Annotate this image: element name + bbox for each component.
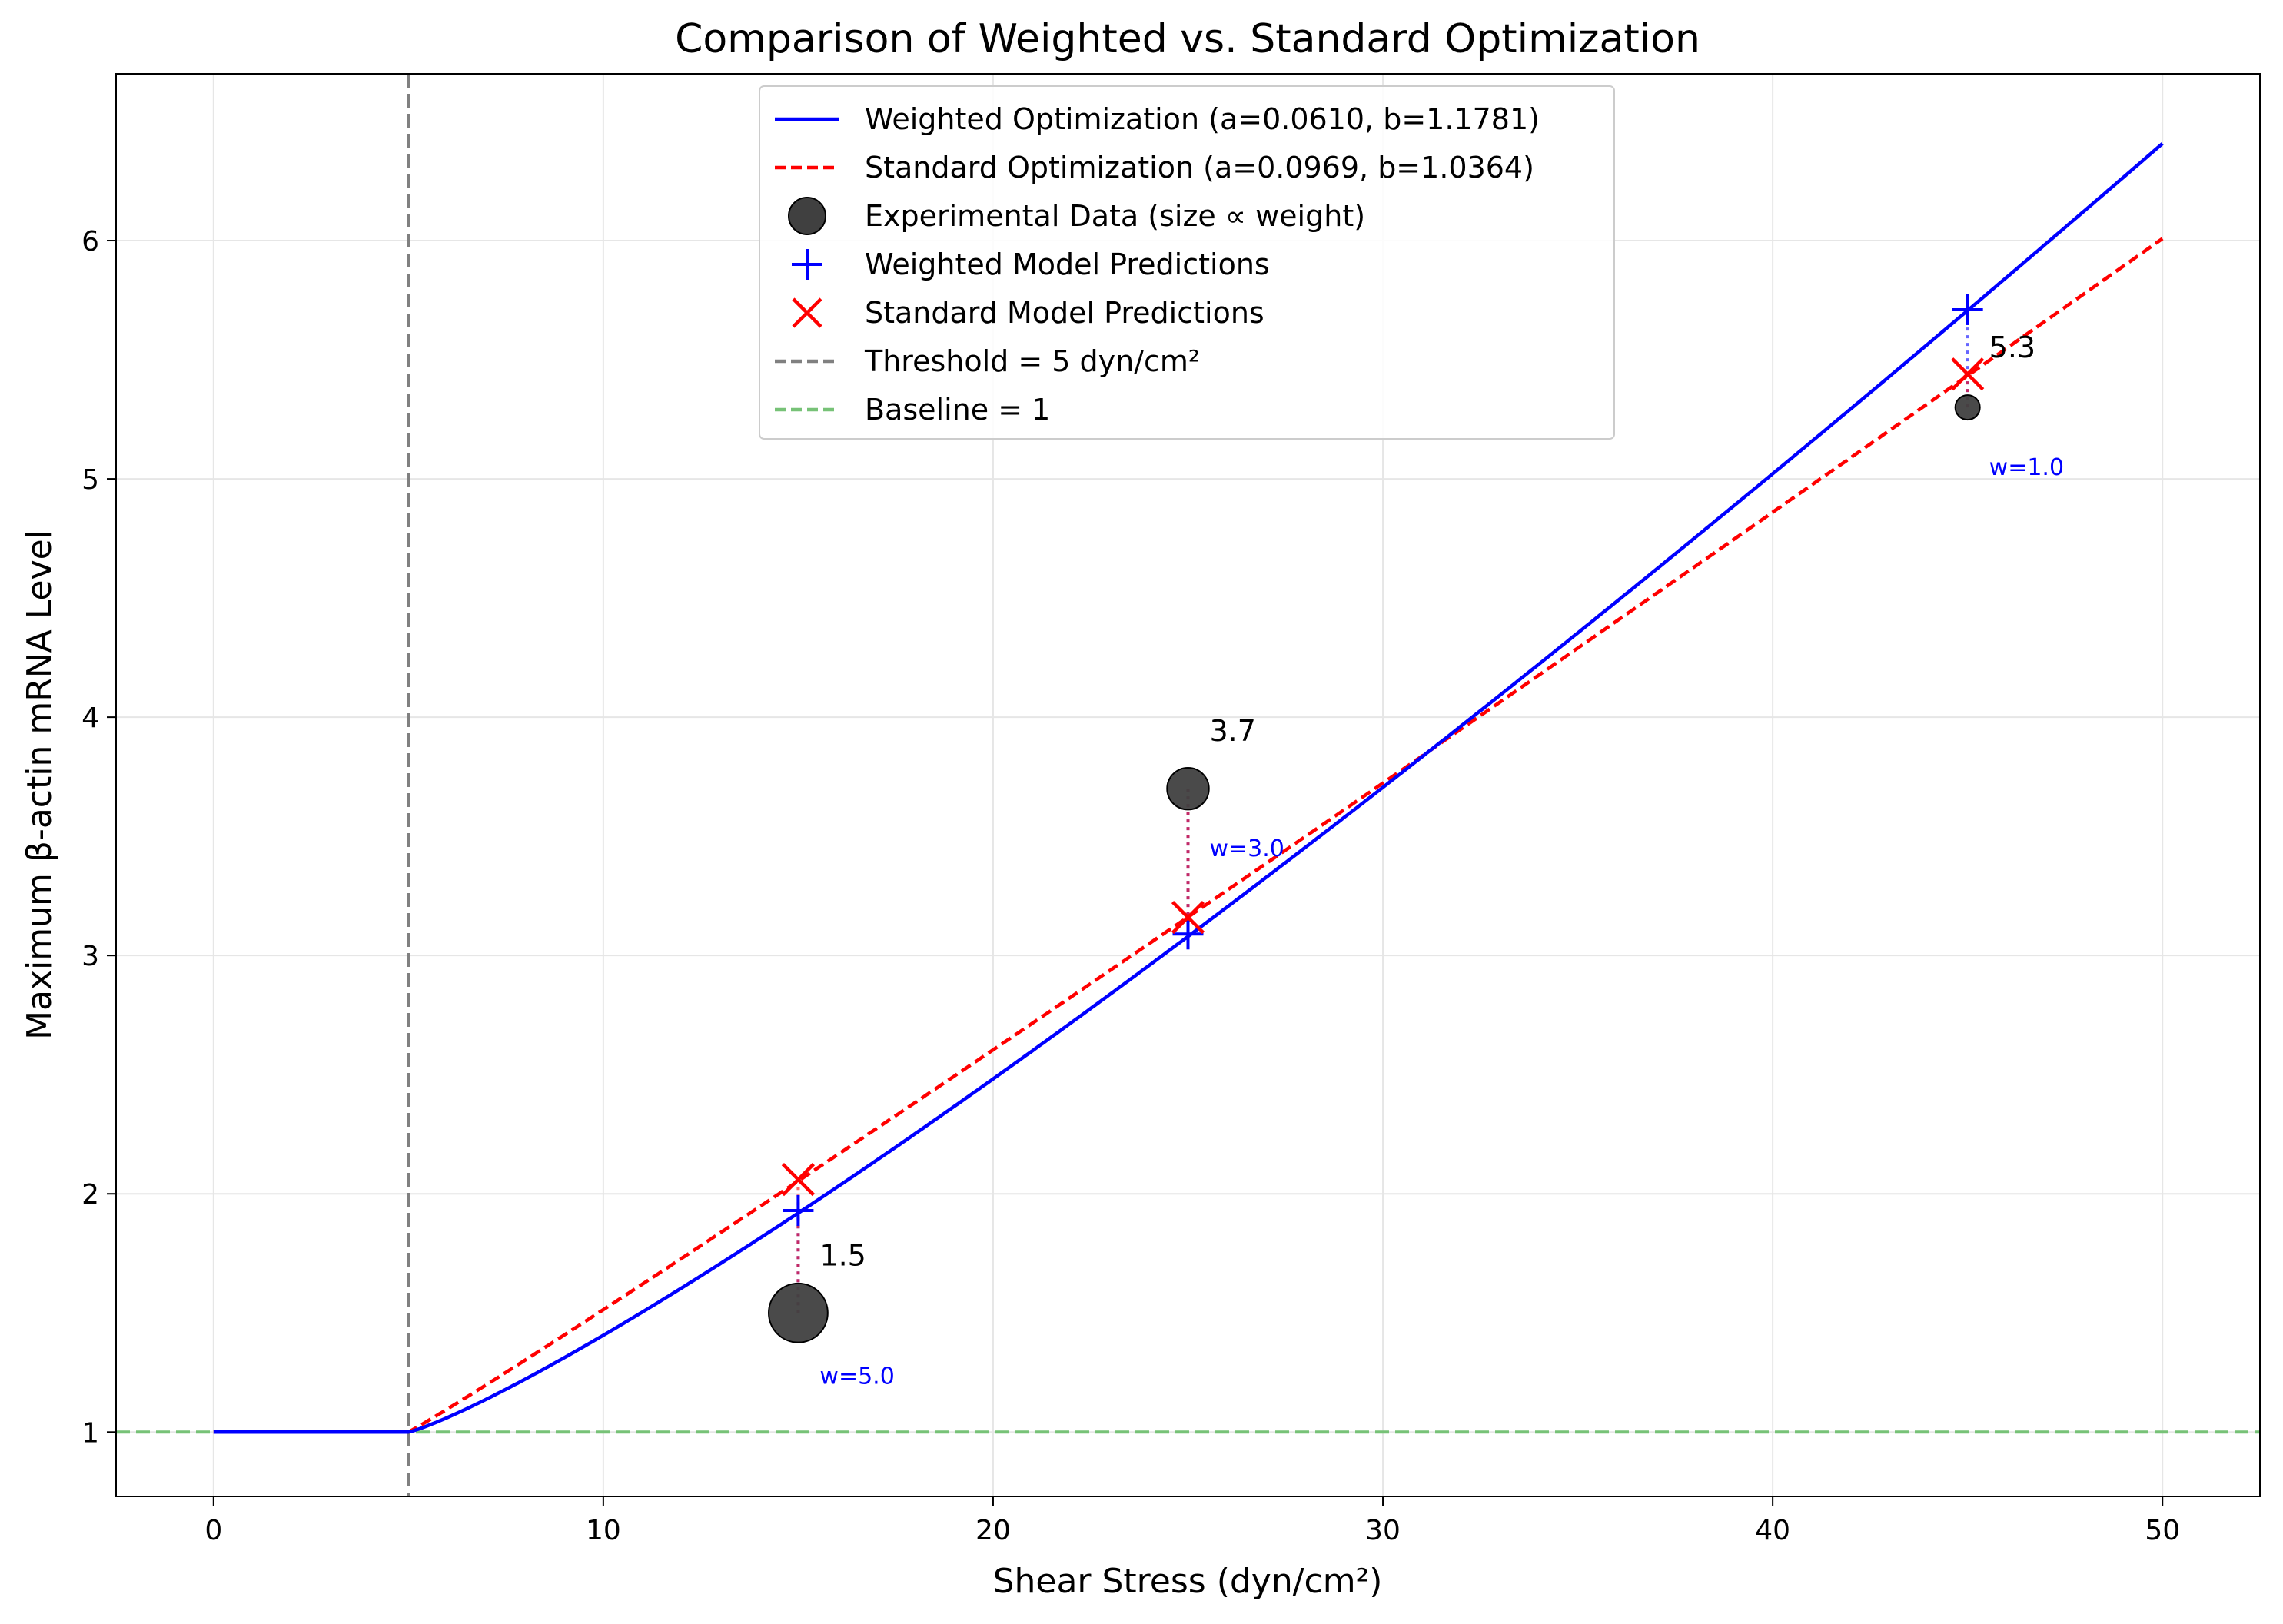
data-points: [768, 294, 1985, 1343]
weight-label: w=3.0: [1210, 835, 1284, 862]
weighted-prediction-marker: [783, 1194, 814, 1226]
x-axis-ticks: 0 10 20 30 40 50: [204, 1496, 2180, 1546]
x-marker-stroke: [792, 297, 822, 328]
legend-entry-label: Experimental Data (size ∝ weight): [865, 199, 1365, 233]
x-tick-label: 40: [1755, 1515, 1790, 1546]
x-marker-stroke: [781, 1163, 816, 1197]
chart-title: Comparison of Weighted vs. Standard Opti…: [675, 16, 1700, 62]
x-tick-label: 20: [975, 1515, 1011, 1546]
y-tick-label: 6: [81, 226, 99, 257]
y-tick-label: 2: [81, 1179, 99, 1211]
standard-prediction-marker: [781, 1163, 816, 1197]
weighted-prediction-marker: [1172, 918, 1204, 950]
x-marker-stroke: [1951, 357, 1985, 391]
standard-prediction-marker: [1171, 900, 1205, 935]
legend-swatch: [792, 297, 822, 328]
plot-frame: [115, 73, 2261, 1497]
standard-optimization-curve: [213, 237, 2164, 1434]
y-tick-label: 3: [81, 941, 99, 972]
weight-label: w=5.0: [819, 1363, 894, 1390]
weight-label: w=1.0: [1989, 454, 2064, 481]
legend-swatch: [792, 249, 822, 280]
weighted-prediction-marker: [1952, 294, 1983, 325]
x-tick-label: 30: [1365, 1515, 1401, 1546]
y-tick-label: 5: [81, 464, 99, 496]
legend-entry-label: Standard Optimization (a=0.0969, b=1.036…: [865, 151, 1534, 184]
y-tick-label: 1: [81, 1417, 99, 1449]
experimental-data-point: [768, 1282, 829, 1343]
data-value-label: 1.5: [819, 1238, 866, 1272]
annotations: 1.5 w=5.0 3.7 w=3.0 5.3 w=1.0: [819, 330, 2064, 1390]
legend-entry-label: Standard Model Predictions: [865, 296, 1264, 330]
x-tick-label: 50: [2145, 1515, 2180, 1546]
data-value-label: 5.3: [1989, 330, 2035, 364]
x-tick-label: 10: [586, 1515, 621, 1546]
experimental-data-point: [1954, 394, 1981, 421]
y-tick-label: 4: [81, 702, 99, 734]
legend-entry-label: Weighted Model Predictions: [865, 247, 1270, 281]
legend-entry-label: Weighted Optimization (a=0.0610, b=1.178…: [865, 102, 1540, 136]
x-axis-label: Shear Stress (dyn/cm²): [993, 1562, 1383, 1601]
y-axis-label: Maximum β-actin mRNA Level: [20, 530, 59, 1040]
x-marker-stroke: [1171, 900, 1205, 935]
reference-lines: [116, 74, 2260, 1496]
legend-swatch: [788, 197, 826, 235]
data-value-label: 3.7: [1210, 714, 1256, 748]
experimental-data-point: [1166, 766, 1210, 811]
x-tick-label: 0: [204, 1515, 222, 1546]
standard-prediction-marker: [1951, 357, 1985, 391]
legend-entry-label: Baseline = 1: [865, 393, 1050, 427]
legend-box: [759, 85, 1615, 440]
legend-entry-label: Threshold = 5 dyn/cm²: [864, 344, 1200, 378]
legend: Weighted Optimization (a=0.0610, b=1.178…: [759, 85, 1615, 440]
y-axis-ticks: 1 2 3 4 5 6: [81, 226, 116, 1449]
